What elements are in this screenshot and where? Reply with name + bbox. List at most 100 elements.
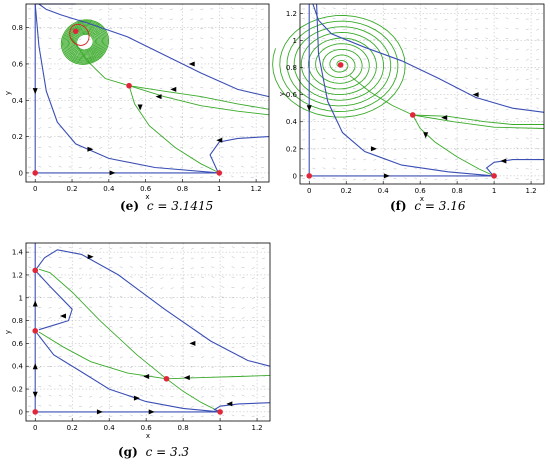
vector-field-arrow bbox=[363, 178, 367, 181]
vector-field-arrow bbox=[210, 27, 214, 29]
vector-field-arrow bbox=[515, 98, 519, 100]
vector-field-arrow bbox=[109, 66, 113, 69]
vector-field-arrow bbox=[424, 58, 428, 61]
vector-field-arrow bbox=[38, 286, 42, 288]
vector-field-arrow bbox=[230, 175, 234, 178]
vector-field-arrow bbox=[149, 136, 153, 138]
vector-field-arrow bbox=[322, 157, 326, 160]
vector-field-arrow bbox=[383, 138, 387, 141]
vector-field-arrow bbox=[353, 127, 357, 130]
vector-field-arrow bbox=[38, 346, 42, 349]
vector-field-arrow bbox=[393, 47, 397, 50]
vector-field-arrow bbox=[211, 415, 215, 417]
vector-field-arrow bbox=[424, 137, 428, 140]
green-trajectory bbox=[128, 85, 220, 174]
vector-field-arrow bbox=[230, 97, 234, 100]
vector-field-arrow bbox=[454, 18, 458, 21]
vector-field-arrow bbox=[78, 166, 82, 169]
vector-field-arrow bbox=[250, 156, 254, 158]
vector-field-arrow bbox=[454, 87, 458, 90]
vector-field-arrow bbox=[109, 376, 113, 379]
vector-field-arrow bbox=[220, 127, 224, 129]
vector-field-arrow bbox=[109, 405, 113, 408]
vector-field-arrow bbox=[424, 48, 428, 50]
vector-field-arrow bbox=[495, 98, 499, 101]
vector-field-arrow bbox=[261, 48, 265, 51]
vector-field-arrow bbox=[160, 267, 164, 269]
vector-field-arrow bbox=[525, 117, 529, 120]
vector-field-arrow bbox=[89, 277, 93, 279]
vector-field-arrow bbox=[179, 48, 183, 50]
vector-field-arrow bbox=[231, 246, 235, 249]
vector-field-arrow bbox=[252, 365, 255, 367]
vector-field-arrow bbox=[190, 335, 194, 338]
vector-field-arrow bbox=[180, 18, 184, 21]
vector-field-arrow bbox=[444, 88, 448, 90]
vector-field-arrow bbox=[240, 87, 244, 90]
vector-field-arrow bbox=[78, 96, 82, 99]
vector-field-arrow bbox=[109, 166, 113, 169]
vector-field-arrow bbox=[129, 336, 133, 339]
vector-field-arrow bbox=[230, 107, 234, 110]
direction-arrow bbox=[87, 254, 94, 260]
vector-field-arrow bbox=[343, 127, 346, 130]
vector-field-arrow bbox=[99, 18, 103, 21]
vector-field-arrow bbox=[444, 168, 448, 170]
vector-field-arrow bbox=[48, 165, 52, 168]
vector-field-arrow bbox=[150, 326, 154, 329]
vector-field-arrow bbox=[250, 28, 254, 30]
vector-field-arrow bbox=[221, 266, 225, 268]
vector-field-arrow bbox=[250, 77, 254, 80]
vector-field-arrow bbox=[190, 176, 194, 179]
vector-field-arrow bbox=[515, 78, 519, 81]
vector-field-arrow bbox=[353, 28, 357, 31]
vector-field-arrow bbox=[78, 307, 82, 309]
vector-field-arrow bbox=[190, 147, 194, 149]
vector-field-arrow bbox=[220, 47, 224, 49]
green-trajectory bbox=[349, 75, 413, 116]
vector-field-arrow bbox=[119, 386, 123, 388]
vector-field-arrow bbox=[109, 247, 113, 250]
vector-field-arrow bbox=[252, 297, 255, 299]
vector-field-arrow bbox=[465, 87, 468, 90]
vector-field-arrow bbox=[109, 137, 113, 140]
vector-field-arrow bbox=[241, 256, 245, 259]
vector-field-arrow bbox=[38, 356, 42, 359]
vector-field-arrow bbox=[251, 126, 254, 128]
vector-field-arrow bbox=[403, 167, 407, 170]
vector-field-arrow bbox=[505, 157, 509, 160]
vector-field-arrow bbox=[68, 126, 72, 128]
vector-field-arrow bbox=[251, 355, 255, 357]
vector-field-arrow bbox=[393, 178, 397, 180]
vector-field-arrow bbox=[230, 37, 234, 39]
vector-field-arrow bbox=[139, 27, 143, 29]
vector-field-arrow bbox=[373, 158, 377, 161]
vector-field-arrow bbox=[220, 37, 224, 39]
direction-arrow bbox=[472, 92, 479, 98]
vector-field-arrow bbox=[535, 88, 539, 90]
x-tick-label: 0 bbox=[307, 187, 311, 195]
vector-field-arrow bbox=[170, 297, 174, 299]
vector-field-arrow bbox=[170, 415, 174, 418]
vector-field-arrow bbox=[201, 396, 204, 398]
vector-field-arrow bbox=[149, 17, 153, 20]
vector-field-arrow bbox=[109, 276, 113, 278]
vector-field-arrow bbox=[129, 97, 133, 100]
vector-field-arrow bbox=[230, 77, 234, 80]
vector-field-arrow bbox=[332, 167, 336, 170]
vector-field-arrow bbox=[149, 97, 153, 99]
vector-field-arrow bbox=[464, 148, 468, 151]
vector-field-arrow bbox=[404, 27, 407, 30]
vector-field-arrow bbox=[302, 138, 306, 141]
vector-field-arrow bbox=[210, 147, 214, 149]
vector-field-arrow bbox=[302, 128, 306, 131]
vector-field-arrow bbox=[353, 48, 357, 51]
vector-field-arrow bbox=[495, 17, 499, 20]
vector-field-arrow bbox=[454, 158, 458, 161]
vector-field-arrow bbox=[444, 178, 448, 181]
vector-field-arrow bbox=[322, 98, 326, 101]
vector-field-arrow bbox=[342, 78, 346, 81]
vector-field-arrow bbox=[190, 86, 194, 89]
vector-field-arrow bbox=[119, 147, 123, 149]
x-tick-label: 0.4 bbox=[103, 185, 115, 193]
